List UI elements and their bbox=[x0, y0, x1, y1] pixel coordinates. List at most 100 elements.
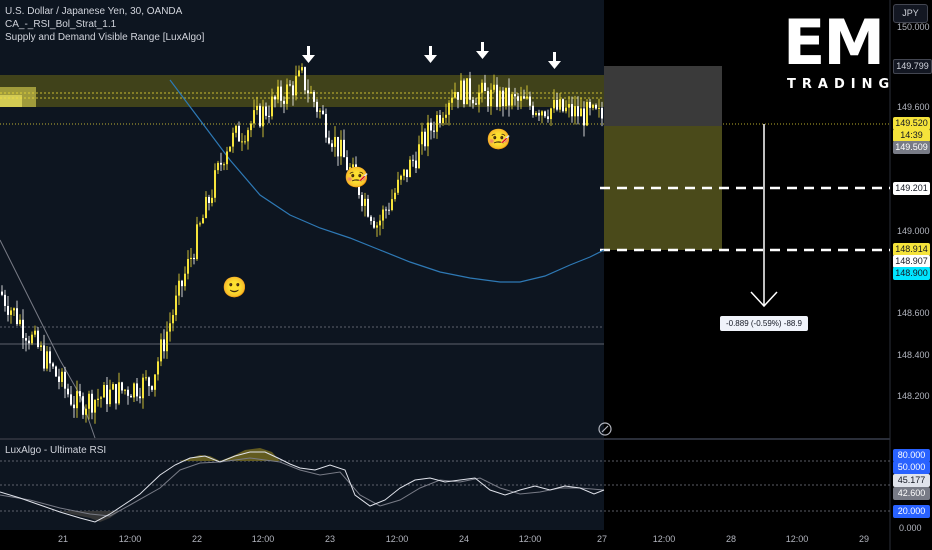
candle-body bbox=[391, 199, 393, 211]
candle-body bbox=[586, 102, 588, 126]
replay-icon[interactable] bbox=[597, 421, 613, 437]
candle-body bbox=[532, 105, 534, 115]
candle-body bbox=[175, 295, 177, 316]
candle-body bbox=[166, 331, 168, 352]
rsi-value-tag: 45.177 bbox=[893, 474, 930, 487]
candle-body bbox=[55, 366, 57, 377]
rsi-oversold-fill bbox=[60, 511, 120, 522]
candle-body bbox=[103, 384, 105, 398]
candle-body bbox=[562, 99, 564, 112]
candle-body bbox=[556, 99, 558, 110]
down-arrow-2 bbox=[424, 46, 437, 63]
candle-body bbox=[529, 96, 531, 106]
trading-logo-text: TRADING bbox=[787, 77, 896, 92]
countdown-tag: 14:39 bbox=[893, 129, 930, 142]
candle-body bbox=[571, 104, 573, 117]
candle-body bbox=[4, 294, 6, 306]
candle-body bbox=[223, 164, 225, 166]
candle-body bbox=[457, 92, 459, 100]
candle-body bbox=[76, 391, 78, 409]
em-logo: EM bbox=[783, 6, 885, 79]
candle-body bbox=[478, 92, 480, 105]
candle-body bbox=[226, 151, 228, 165]
smile-emoji-icon: 🙂 bbox=[222, 277, 247, 299]
candle-body bbox=[85, 408, 87, 415]
candle-body bbox=[262, 106, 264, 127]
candle-body bbox=[127, 389, 129, 396]
projection-arrow-head bbox=[750, 291, 778, 308]
candle-body bbox=[271, 96, 273, 117]
candle-body bbox=[256, 105, 258, 111]
candle-body bbox=[16, 308, 18, 325]
candle-body bbox=[502, 90, 504, 107]
candle-body bbox=[409, 159, 411, 178]
candle-body bbox=[388, 209, 390, 211]
candle-body bbox=[292, 85, 294, 96]
candle-body bbox=[97, 398, 99, 400]
time-tick: 24 bbox=[458, 534, 470, 544]
time-tick: 12:00 bbox=[785, 534, 809, 544]
candle-body bbox=[472, 99, 474, 104]
candle-body bbox=[91, 393, 93, 413]
candle-body bbox=[205, 196, 207, 219]
last-price-tag: 149.520 bbox=[893, 117, 930, 130]
candle-body bbox=[82, 396, 84, 415]
candle-body bbox=[28, 340, 30, 344]
candle-body bbox=[79, 391, 81, 397]
candle-body bbox=[592, 104, 594, 108]
candle-body bbox=[214, 170, 216, 198]
price-tick: 149.000 bbox=[897, 226, 930, 236]
candle-body bbox=[232, 132, 234, 147]
candle-body bbox=[382, 209, 384, 221]
candle-body bbox=[487, 91, 489, 107]
candle-body bbox=[484, 82, 486, 92]
candle-body bbox=[583, 108, 585, 126]
time-tick: 12:00 bbox=[518, 534, 542, 544]
candle-body bbox=[211, 197, 213, 203]
candle-body bbox=[67, 388, 69, 395]
candle-body bbox=[220, 162, 222, 165]
currency-button[interactable]: JPY bbox=[893, 4, 928, 23]
indicator-legend-2[interactable]: Supply and Demand Visible Range [LuxAlgo… bbox=[5, 32, 205, 43]
rsi-legend[interactable]: LuxAlgo - Ultimate RSI bbox=[5, 445, 107, 456]
candle-body bbox=[412, 159, 414, 161]
candle-body bbox=[469, 78, 471, 100]
candle-body bbox=[550, 108, 552, 120]
candle-body bbox=[601, 107, 603, 119]
candle-body bbox=[289, 84, 291, 86]
candle-body bbox=[247, 130, 249, 142]
candle-body bbox=[244, 141, 246, 143]
candle-body bbox=[136, 383, 138, 397]
candle-body bbox=[436, 115, 438, 132]
bid-tag: 149.509 bbox=[893, 141, 930, 154]
price-tick: 150.000 bbox=[897, 22, 930, 32]
candle-body bbox=[265, 106, 267, 116]
rsi-upper-mid-tag: 50.000 bbox=[893, 461, 930, 474]
symbol-legend[interactable]: U.S. Dollar / Japanese Yen, 30, OANDA bbox=[5, 6, 183, 17]
price-tick: 148.400 bbox=[897, 350, 930, 360]
time-tick: 22 bbox=[191, 534, 203, 544]
candle-body bbox=[295, 76, 297, 96]
candle-body bbox=[106, 384, 108, 405]
level-a-tag: 148.914 bbox=[893, 243, 930, 256]
candle-body bbox=[505, 87, 507, 107]
measure-label[interactable]: -0.889 (-0.59%) -88.9 bbox=[720, 316, 808, 331]
candle-body bbox=[118, 382, 120, 404]
rsi-signal-line bbox=[0, 457, 605, 517]
candle-body bbox=[523, 96, 525, 99]
indicator-legend-1[interactable]: CA_-_RSI_Bol_Strat_1.1 bbox=[5, 19, 117, 30]
price-tick: 149.600 bbox=[897, 102, 930, 112]
candle-body bbox=[313, 91, 315, 102]
supply-zone-left-block-2 bbox=[0, 95, 22, 107]
candle-body bbox=[445, 114, 447, 118]
rsi-line bbox=[0, 451, 605, 523]
rsi-zero-tick: 0.000 bbox=[899, 523, 922, 533]
candle-body bbox=[448, 102, 450, 115]
candle-body bbox=[544, 111, 546, 117]
rsi-signal-tag: 42.600 bbox=[893, 487, 930, 500]
candle-body bbox=[430, 122, 432, 131]
candle-body bbox=[514, 94, 516, 97]
candle-body bbox=[310, 91, 312, 94]
